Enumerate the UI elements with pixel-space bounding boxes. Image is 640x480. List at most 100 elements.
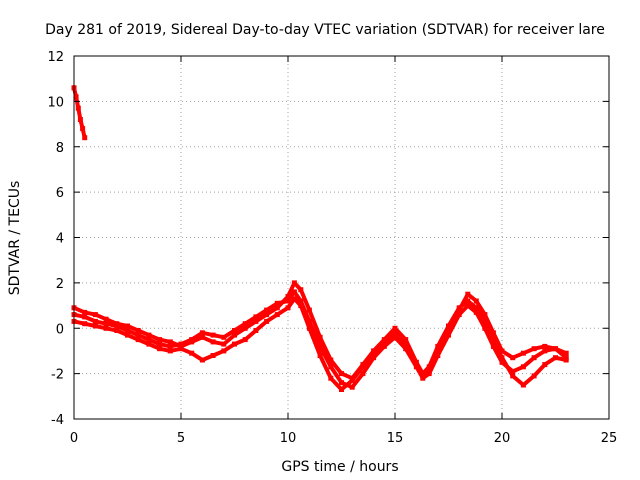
data-point: [360, 364, 366, 370]
data-point: [285, 294, 291, 299]
data-point: [221, 348, 227, 354]
data-point: [328, 364, 334, 370]
data-point: [210, 353, 216, 358]
data-point: [75, 105, 81, 111]
data-point: [531, 346, 537, 352]
data-point: [420, 373, 426, 379]
data-point: [189, 337, 195, 343]
data-point: [274, 305, 280, 311]
data-point: [146, 337, 152, 343]
data-point: [482, 318, 488, 324]
data-point: [490, 330, 496, 336]
data-point: [499, 355, 505, 361]
data-point: [317, 334, 323, 340]
data-point: [446, 323, 451, 329]
data-point: [232, 341, 237, 347]
data-point: [199, 357, 205, 363]
chart-title: Day 281 of 2019, Sidereal Day-to-day VTE…: [45, 22, 605, 38]
data-point: [135, 332, 141, 338]
data-point: [317, 343, 323, 349]
data-point: [167, 343, 173, 349]
data-point: [328, 357, 334, 363]
data-point: [306, 325, 312, 331]
y-tick-label: 4: [56, 232, 64, 247]
x-tick-label: 15: [387, 431, 404, 446]
x-tick-label: 5: [177, 431, 185, 446]
data-point: [371, 355, 377, 361]
data-point: [473, 305, 479, 311]
data-point: [520, 382, 526, 388]
data-point: [520, 364, 526, 370]
data-point: [92, 312, 98, 318]
data-point: [178, 341, 184, 347]
data-point: [510, 373, 516, 379]
data-point: [465, 298, 471, 304]
data-point: [542, 362, 548, 368]
data-point: [253, 318, 259, 324]
data-point: [531, 373, 537, 379]
y-tick-label: -4: [51, 413, 64, 428]
data-point: [146, 332, 152, 338]
data-point: [232, 332, 237, 338]
data-point: [339, 387, 344, 392]
data-point: [114, 328, 120, 333]
data-point: [285, 298, 291, 304]
data-point: [285, 305, 291, 311]
data-point: [253, 328, 259, 333]
data-point: [274, 300, 280, 306]
data-point: [82, 321, 88, 327]
data-point: [381, 339, 387, 345]
data-point: [563, 355, 569, 361]
data-point: [114, 323, 120, 329]
data-point: [178, 346, 184, 352]
data-point: [306, 307, 312, 313]
data-point: [381, 343, 387, 349]
data-point: [499, 359, 505, 365]
data-point: [157, 346, 163, 352]
data-point: [73, 94, 79, 100]
data-point: [392, 334, 398, 340]
data-point: [291, 296, 297, 302]
data-point: [291, 280, 297, 286]
data-point: [167, 339, 173, 345]
data-point: [103, 316, 109, 322]
data-point: [306, 318, 312, 324]
data-point: [232, 328, 237, 333]
data-point: [199, 334, 205, 340]
data-point: [157, 341, 163, 347]
data-point: [542, 348, 548, 354]
data-point: [392, 325, 398, 331]
x-tick-label: 0: [70, 431, 78, 446]
x-tick-label: 20: [494, 431, 511, 446]
data-point: [264, 318, 270, 324]
data-point: [456, 312, 462, 318]
y-tick-label: 8: [56, 141, 64, 156]
y-tick-label: 10: [47, 95, 64, 110]
data-point: [298, 287, 304, 293]
data-point: [77, 117, 83, 122]
y-tick-label: 6: [56, 186, 64, 201]
data-point: [435, 348, 441, 354]
data-point: [510, 355, 516, 361]
data-point: [221, 341, 227, 347]
data-point: [210, 332, 216, 338]
data-point: [135, 337, 141, 343]
data-point: [499, 348, 505, 354]
data-point: [553, 346, 558, 352]
data-point: [125, 328, 130, 333]
y-axis-label: SDTVAR / TECUs: [7, 181, 23, 296]
data-point: [92, 318, 98, 324]
data-point: [371, 350, 377, 356]
gridlines: [74, 56, 609, 419]
x-axis-label: GPS time / hours: [281, 459, 398, 475]
data-point: [473, 298, 479, 304]
data-point: [157, 337, 163, 343]
data-point: [360, 371, 366, 377]
data-point: [403, 346, 409, 352]
y-tick-label: 0: [56, 322, 64, 337]
y-tick-label: 12: [47, 50, 64, 65]
data-point: [473, 309, 479, 315]
data-series-group: [71, 85, 569, 392]
data-point: [146, 341, 152, 347]
